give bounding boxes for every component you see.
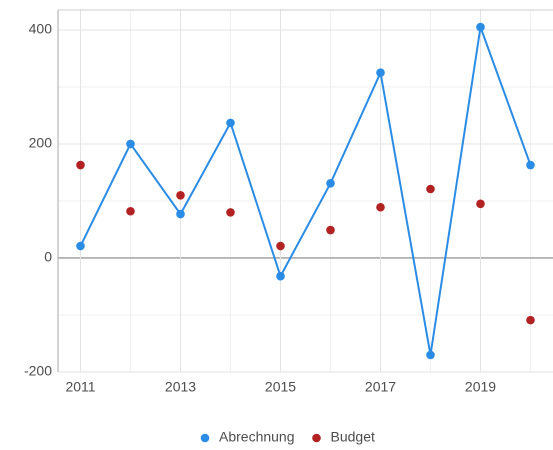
y-tick-label: -200 — [24, 363, 52, 379]
y-tick-label: 400 — [29, 21, 53, 37]
y-tick-label: 200 — [29, 135, 53, 151]
point — [526, 315, 535, 325]
point — [376, 68, 385, 78]
point — [276, 271, 285, 281]
point — [176, 209, 185, 219]
point — [376, 202, 385, 212]
legend-label: Budget — [331, 429, 375, 445]
legend-marker — [200, 433, 210, 443]
point — [76, 160, 85, 170]
point — [126, 139, 135, 149]
y-tick-label: 0 — [44, 249, 52, 265]
point — [426, 350, 435, 360]
point — [476, 199, 485, 209]
x-tick-label: 2011 — [65, 379, 95, 395]
point — [426, 184, 435, 194]
point — [226, 208, 235, 217]
point — [326, 179, 335, 188]
point — [326, 225, 335, 235]
x-tick-label: 2013 — [165, 379, 196, 395]
point — [276, 241, 285, 251]
point — [226, 118, 235, 128]
x-tick-label: 2015 — [265, 379, 296, 395]
series-line — [79, 26, 532, 356]
point — [176, 190, 185, 200]
legend-marker — [312, 433, 321, 443]
x-tick-label: 2017 — [365, 379, 396, 395]
point — [76, 241, 85, 251]
point — [526, 160, 535, 170]
point — [126, 206, 135, 216]
legend-label: Abrechnung — [219, 429, 295, 445]
x-tick-label: 2019 — [465, 379, 496, 395]
point — [476, 22, 485, 32]
